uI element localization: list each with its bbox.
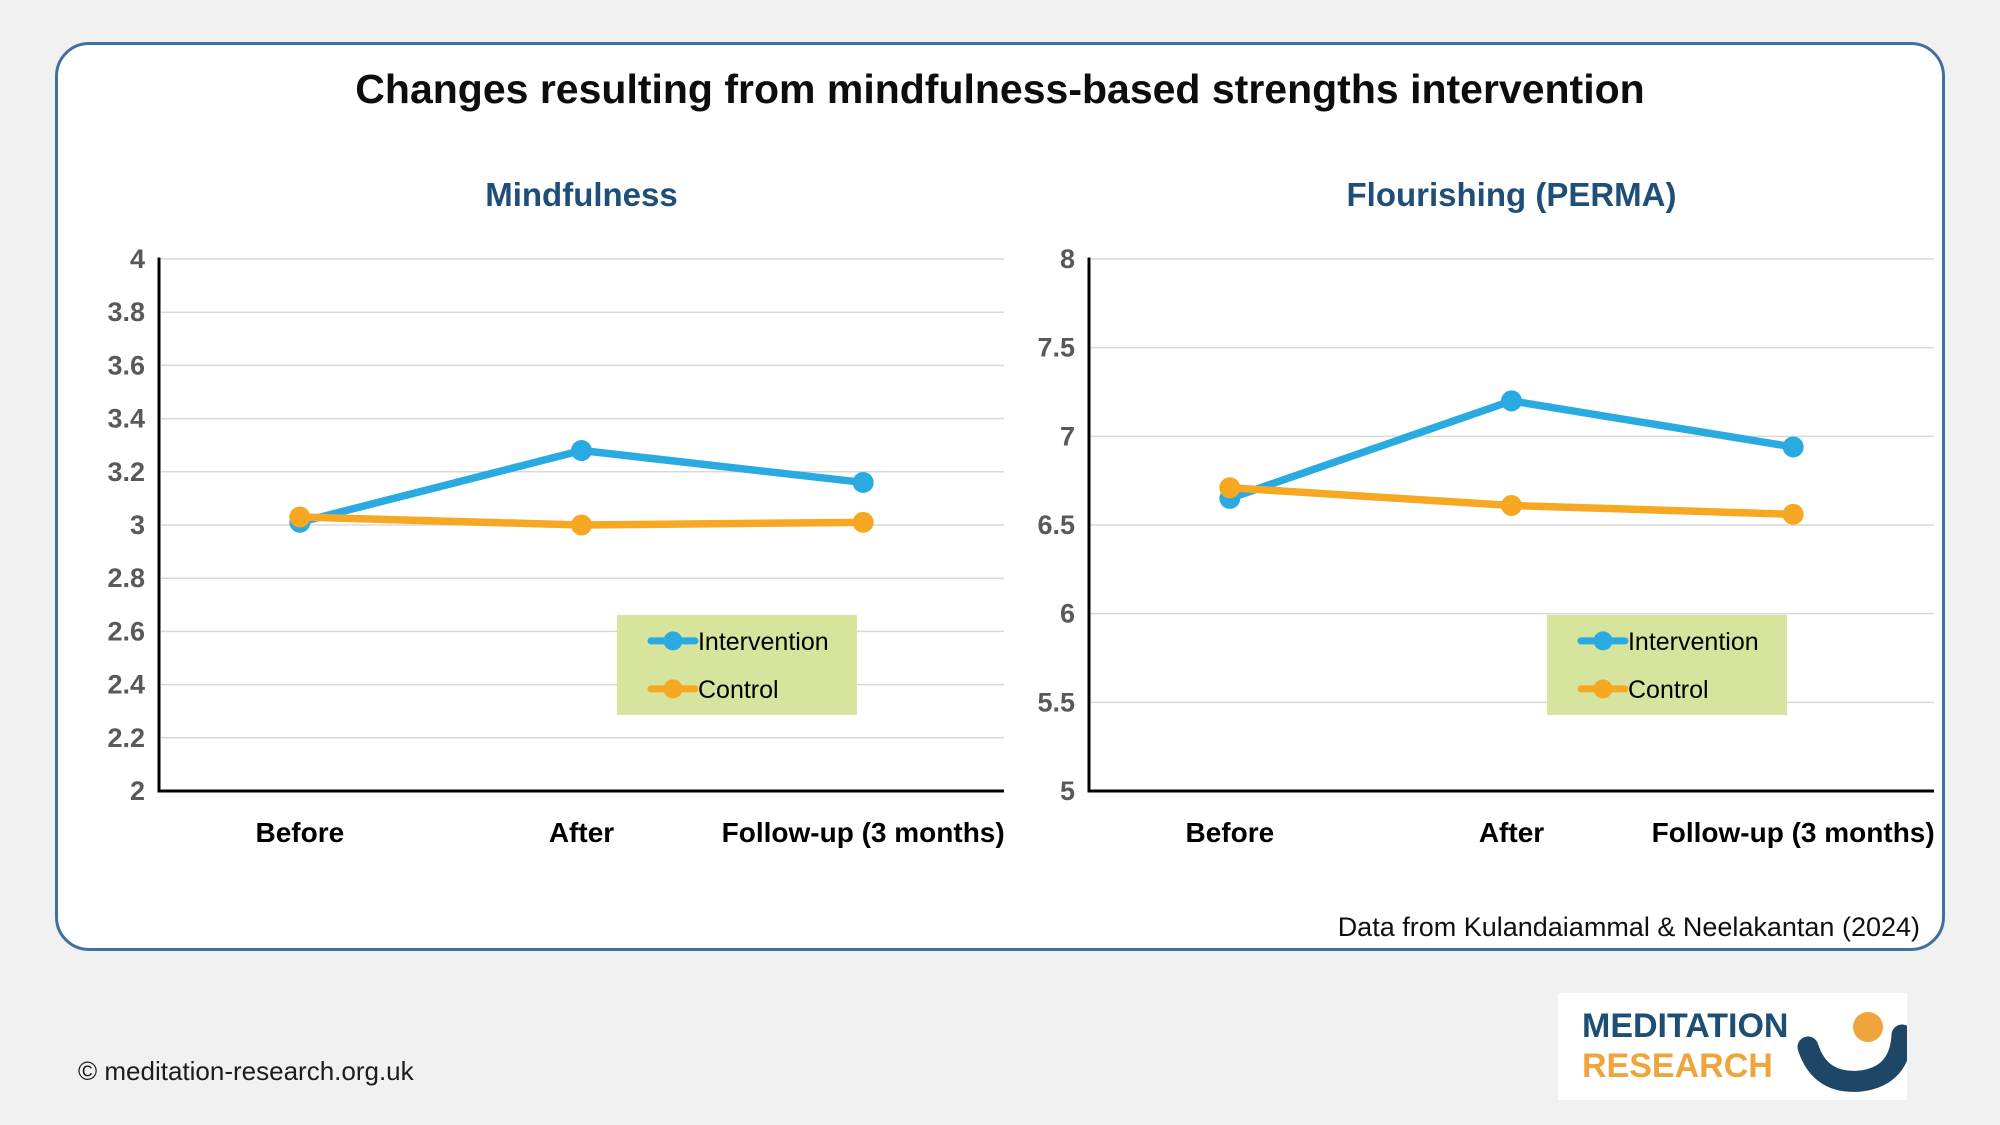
y-tick-label: 5.5 <box>1037 687 1075 717</box>
series-control <box>289 506 874 536</box>
y-tick-label: 6 <box>1060 599 1075 629</box>
x-axis-category-labels: Before After Follow-up (3 months) <box>255 817 1004 848</box>
y-tick-label: 7.5 <box>1037 333 1075 363</box>
x-category-label: Before <box>1185 817 1274 848</box>
legend-label: Intervention <box>1628 628 1759 656</box>
y-tick-label: 3.4 <box>107 404 145 434</box>
line-chart-flourishing: 5 5.5 6 6.5 7 7.5 8 Before After Follow-up (3 mon… <box>1037 244 1934 848</box>
legend-marker-dot-control-icon <box>1593 679 1613 699</box>
y-tick-label: 2 <box>130 776 145 806</box>
page-title: Changes resulting from mindfulness-based… <box>355 66 1645 112</box>
x-category-label: Follow-up (3 months) <box>1652 817 1935 848</box>
y-tick-label: 2.2 <box>107 723 145 753</box>
y-tick-label: 7 <box>1060 421 1075 451</box>
gridlines <box>1091 258 1934 704</box>
data-point-marker <box>1782 436 1804 458</box>
x-category-label: Follow-up (3 months) <box>722 817 1005 848</box>
chart-title-mindfulness: Mindfulness <box>485 176 678 213</box>
x-category-label: Before <box>255 817 344 848</box>
logo-line2: RESEARCH <box>1582 1047 1773 1085</box>
series-line <box>296 446 867 527</box>
y-tick-label: 3.2 <box>107 457 145 487</box>
y-tick-label: 2.4 <box>107 670 145 700</box>
y-tick-label: 2.8 <box>107 563 145 593</box>
data-point-marker <box>1501 390 1522 412</box>
x-category-label: After <box>549 817 614 848</box>
data-point-marker <box>1219 477 1241 499</box>
y-tick-label: 8 <box>1060 244 1075 274</box>
chart-title-flourishing: Flourishing (PERMA) <box>1346 176 1677 213</box>
series-control <box>1219 477 1804 525</box>
legend-marker-dot-intervention-icon <box>1593 631 1613 651</box>
meditation-research-logo: MEDITATION RESEARCH <box>1558 993 1907 1100</box>
legend-marker-dot-intervention-icon <box>663 631 683 651</box>
meditating-figure-icon <box>1797 1012 1907 1092</box>
legend-marker-dot-control-icon <box>663 679 683 699</box>
data-point-marker <box>571 440 592 462</box>
legend-label: Control <box>698 676 779 704</box>
copyright-text: © meditation-research.org.uk <box>78 1056 414 1086</box>
y-axis-tick-labels: 2 2.2 2.4 2.6 2.8 3 3.2 3.4 3.6 3.8 4 <box>107 244 145 806</box>
y-axis-tick-labels: 5 5.5 6 6.5 7 7.5 8 <box>1037 244 1075 806</box>
x-axis-category-labels: Before After Follow-up (3 months) <box>1185 817 1934 848</box>
legend-box <box>1546 614 1787 715</box>
series-line <box>1226 397 1797 503</box>
y-tick-label: 3 <box>130 510 145 540</box>
data-source-note: Data from Kulandaiammal & Neelakantan (2… <box>1337 912 1920 942</box>
line-chart-mindfulness: 2 2.2 2.4 2.6 2.8 3 3.2 3.4 3.6 3.8 4 Before After Fo… <box>107 244 1004 848</box>
legend: Intervention Control <box>1546 614 1787 715</box>
logo-line1: MEDITATION <box>1582 1007 1789 1045</box>
data-point-marker <box>289 506 311 528</box>
data-point-marker <box>852 511 874 533</box>
y-tick-label: 3.6 <box>107 350 145 380</box>
y-tick-label: 3.8 <box>107 297 145 327</box>
y-tick-label: 6.5 <box>1037 510 1075 540</box>
figure-panel <box>55 42 1945 951</box>
y-tick-label: 2.6 <box>107 616 145 646</box>
data-point-marker <box>1501 494 1522 516</box>
y-tick-label: 5 <box>1060 776 1075 806</box>
data-point-marker <box>1782 503 1804 525</box>
legend-label: Control <box>1628 676 1709 704</box>
logo-graphic: MEDITATION RESEARCH <box>1582 1007 1907 1092</box>
legend-label: Intervention <box>698 628 829 656</box>
data-point-marker <box>571 514 592 536</box>
y-tick-label: 4 <box>130 244 145 274</box>
x-category-label: After <box>1479 817 1544 848</box>
gridlines <box>161 258 1004 739</box>
data-point-marker <box>852 471 874 493</box>
legend-box <box>616 614 857 715</box>
legend: Intervention Control <box>616 614 857 715</box>
